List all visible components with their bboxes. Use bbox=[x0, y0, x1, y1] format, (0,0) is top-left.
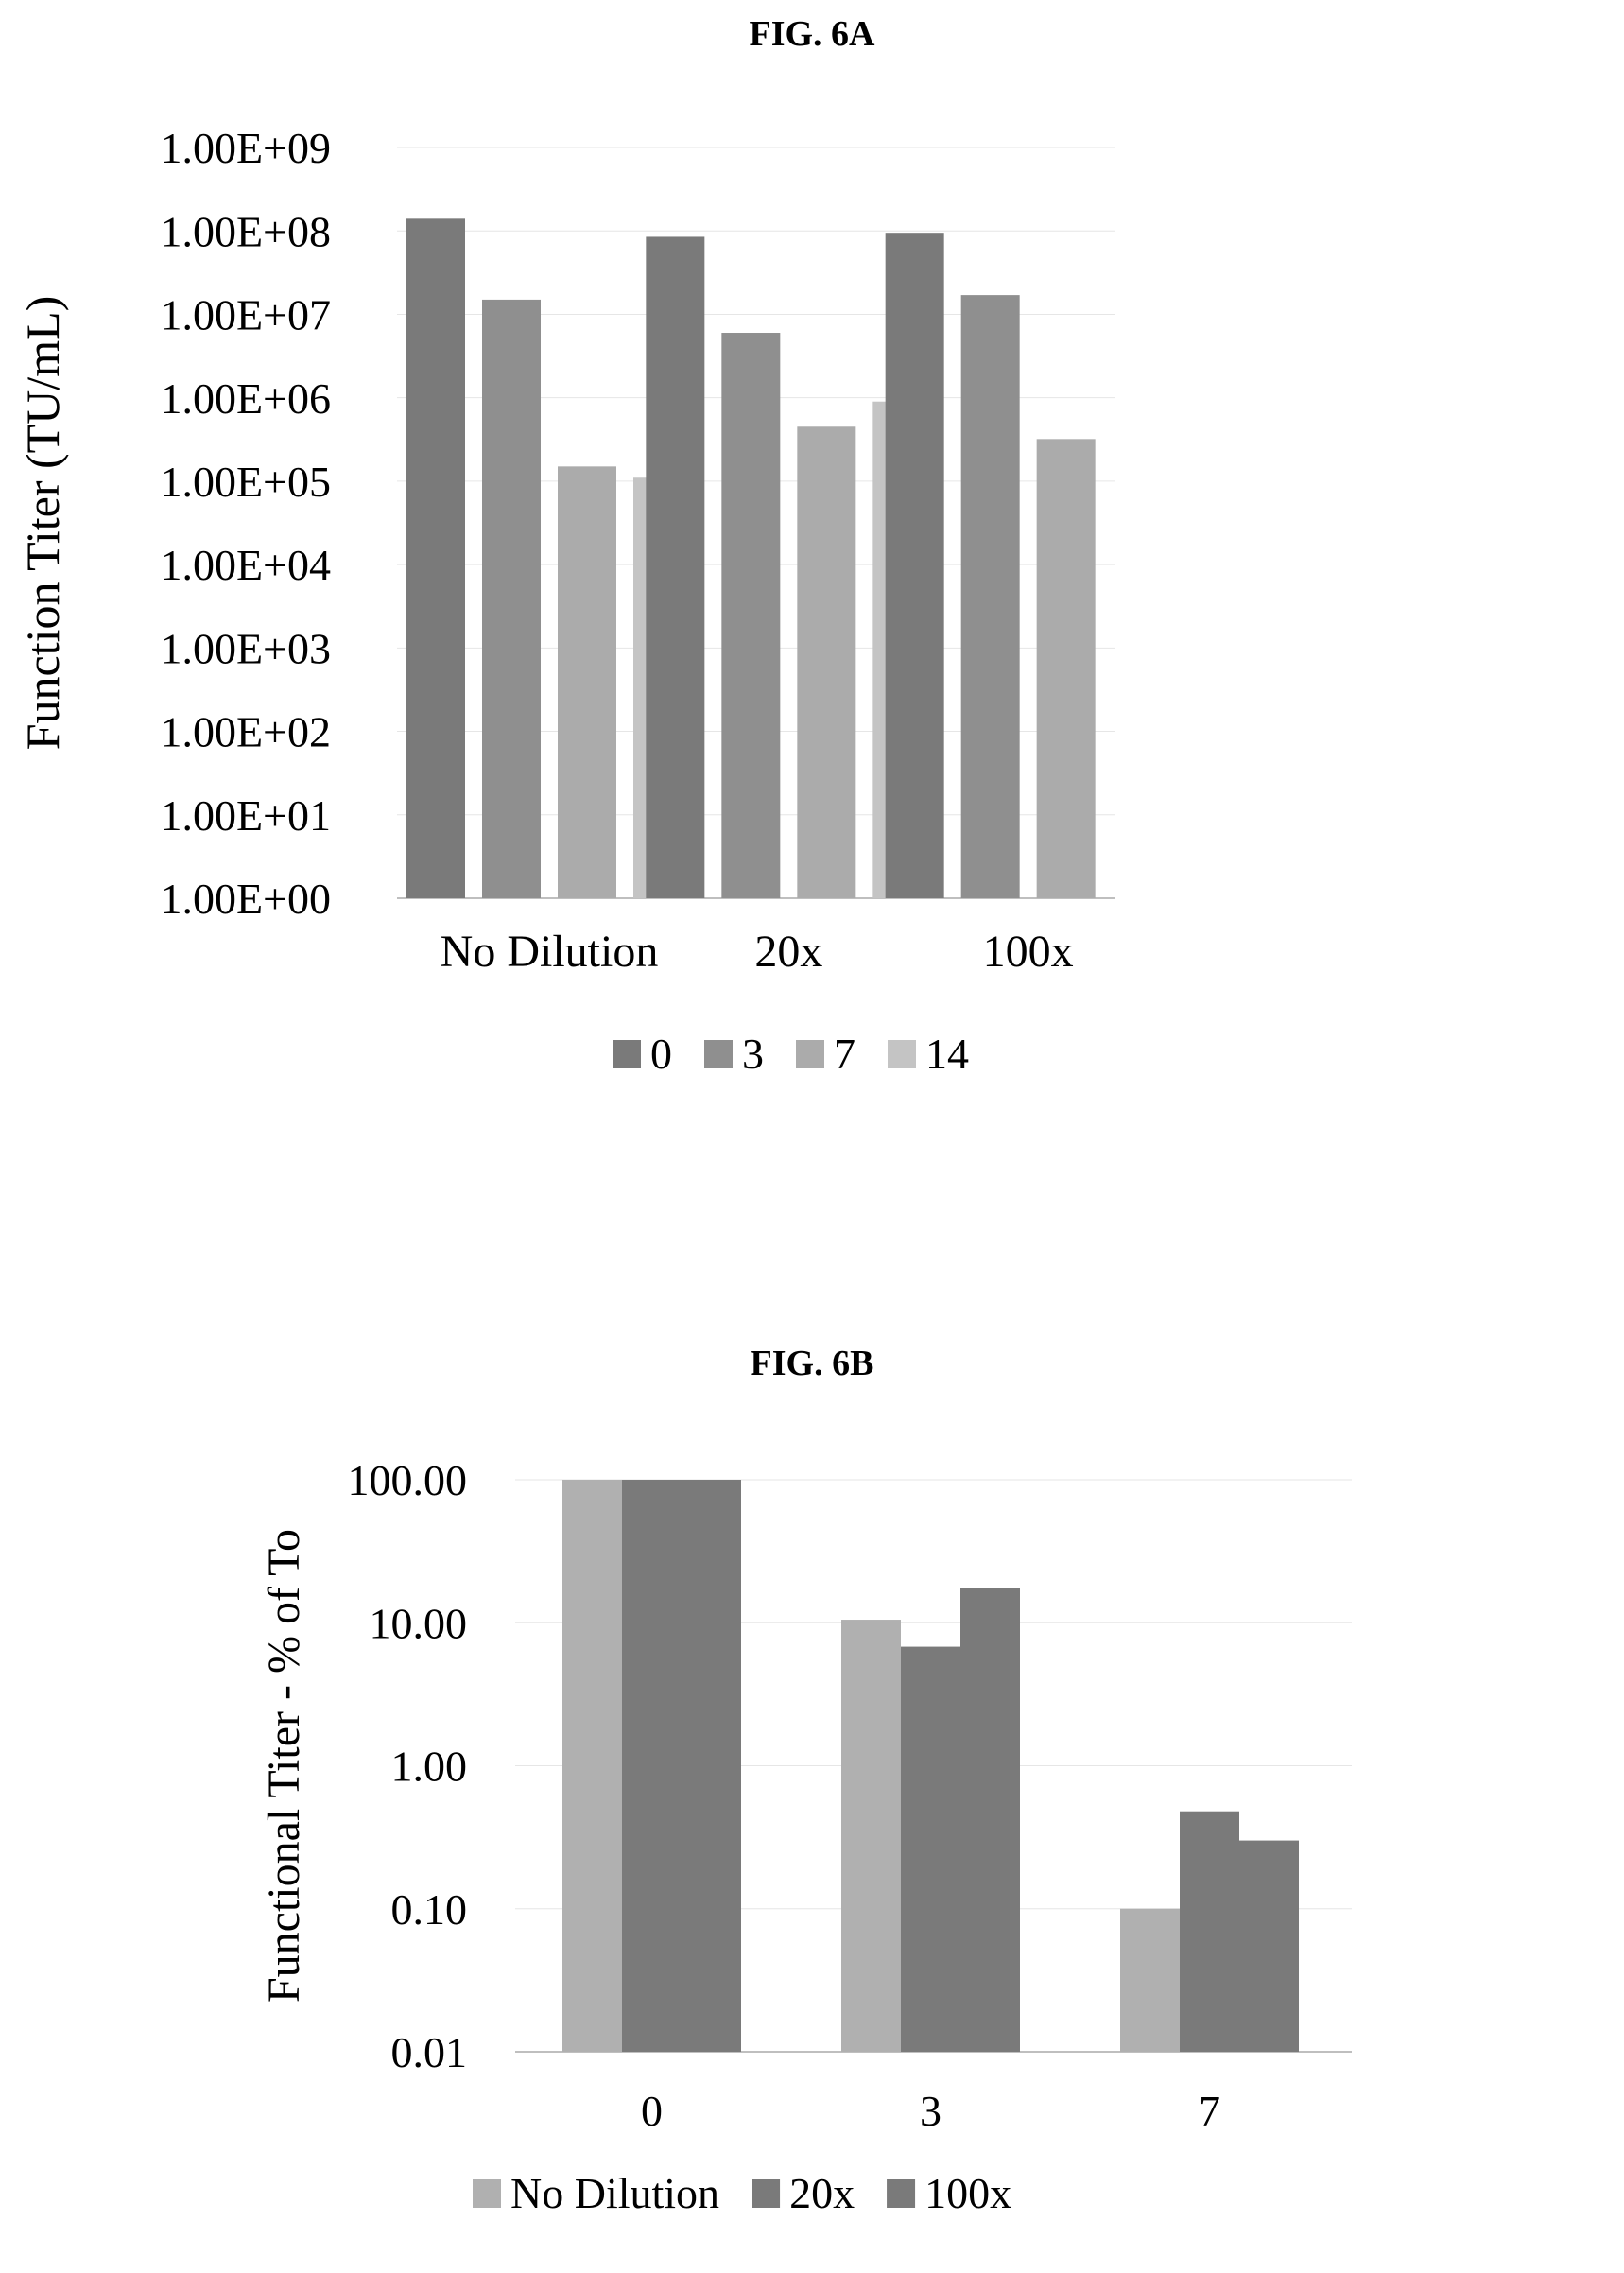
bar bbox=[960, 1588, 1020, 2052]
bar bbox=[841, 1620, 901, 2052]
figure-6a-title: FIG. 6A bbox=[749, 14, 875, 54]
legend-label: No Dilution bbox=[510, 2169, 719, 2217]
y-tick-label: 1.00E+09 bbox=[160, 124, 331, 172]
bar bbox=[885, 233, 944, 898]
legend-swatch bbox=[887, 2179, 916, 2208]
chart-6a: 1.00E+00 1.00E+01 1.00E+02 1.00E+03 1.00E+04… bbox=[16, 124, 1115, 1078]
x-category-label: No Dilution bbox=[441, 927, 659, 977]
bar bbox=[406, 218, 465, 899]
bar bbox=[646, 236, 705, 898]
legend-swatch bbox=[704, 1040, 733, 1068]
legend-swatch bbox=[796, 1040, 824, 1068]
x-category-label: 3 bbox=[920, 2087, 942, 2135]
x-category-label: 100x bbox=[983, 927, 1074, 977]
bar bbox=[558, 466, 616, 898]
bar bbox=[1120, 1908, 1180, 2052]
legend-swatch bbox=[473, 2179, 501, 2208]
y-tick-label: 1.00E+04 bbox=[160, 541, 331, 589]
y-tick-label: 0.10 bbox=[391, 1885, 468, 1934]
legend-swatch bbox=[752, 2179, 781, 2208]
bar bbox=[682, 1480, 741, 2052]
bar bbox=[1180, 1811, 1239, 2052]
y-tick-label: 1.00 bbox=[391, 1743, 468, 1791]
legend-swatch bbox=[888, 1040, 916, 1068]
bar bbox=[797, 426, 856, 898]
y-tick-label: 100.00 bbox=[348, 1456, 468, 1504]
legend-label: 0 bbox=[650, 1030, 672, 1078]
figure-6b-title: FIG. 6B bbox=[750, 1344, 874, 1383]
bar bbox=[562, 1480, 622, 2052]
y-tick-label: 1.00E+06 bbox=[160, 374, 331, 423]
x-category-label: 20x bbox=[754, 927, 822, 977]
legend-label: 14 bbox=[925, 1030, 969, 1078]
bar bbox=[901, 1646, 960, 2052]
legend-label: 7 bbox=[834, 1030, 855, 1078]
chart-6b: 0.01 0.10 1.00 10.00 100.00 Functional Titer … bbox=[259, 1456, 1352, 2217]
y-tick-label: 0.01 bbox=[391, 2028, 468, 2076]
y-tick-label: 1.00E+08 bbox=[160, 207, 331, 255]
y-tick-label: 1.00E+00 bbox=[160, 875, 331, 923]
legend-label: 20x bbox=[789, 2169, 855, 2217]
legend-swatch bbox=[613, 1040, 641, 1068]
bar bbox=[721, 333, 781, 898]
y-tick-label: 1.00E+05 bbox=[160, 458, 331, 506]
y-tick-label: 10.00 bbox=[370, 1599, 468, 1647]
y-tick-label: 1.00E+01 bbox=[160, 791, 331, 840]
y-tick-label: 1.00E+03 bbox=[160, 624, 331, 672]
bar bbox=[622, 1480, 682, 2052]
y-axis-label: Functional Titer - % of To bbox=[259, 1529, 309, 2003]
bar bbox=[960, 295, 1020, 898]
y-axis-label: Function Titer (TU/mL) bbox=[16, 296, 69, 751]
legend-label: 3 bbox=[742, 1030, 764, 1078]
bar bbox=[1036, 439, 1096, 898]
x-category-label: 0 bbox=[641, 2087, 663, 2135]
bar bbox=[482, 299, 541, 898]
x-category-label: 7 bbox=[1199, 2087, 1220, 2135]
y-tick-label: 1.00E+02 bbox=[160, 708, 331, 756]
y-tick-label: 1.00E+07 bbox=[160, 291, 331, 339]
legend-label: 100x bbox=[924, 2169, 1011, 2217]
bar bbox=[1239, 1840, 1299, 2052]
